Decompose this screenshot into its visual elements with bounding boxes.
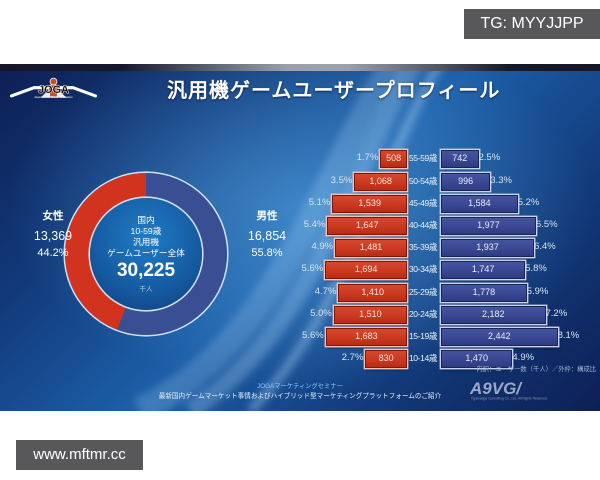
svg-text:©gameage Consulting Co., Ltd.: ©gameage Consulting Co., Ltd. All Rights… bbox=[471, 397, 548, 401]
svg-text:JOGA: JOGA bbox=[38, 84, 69, 96]
svg-text:Japan Online Game Association: Japan Online Game Association bbox=[34, 95, 73, 99]
svg-text:A9VG/: A9VG/ bbox=[470, 379, 523, 398]
